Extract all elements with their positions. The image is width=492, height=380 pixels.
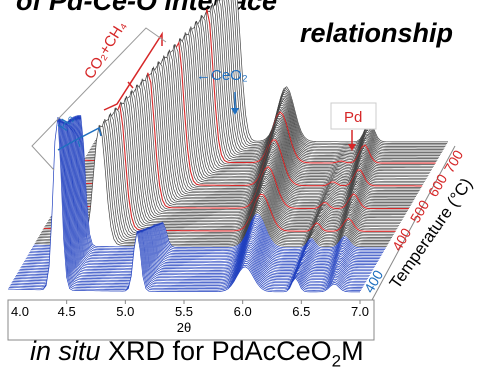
trace-fill xyxy=(46,97,399,233)
trace-line xyxy=(14,121,367,282)
trace-line xyxy=(15,122,368,279)
trace-line xyxy=(29,115,382,256)
trace-line xyxy=(7,116,360,293)
caption-suffix: M xyxy=(341,336,364,366)
co2-ch4-bracket xyxy=(103,31,163,111)
x-tick-label: 4.5 xyxy=(58,304,76,319)
trace-line xyxy=(16,123,369,278)
pd-arrowhead xyxy=(348,144,356,151)
trace-line xyxy=(33,115,386,249)
trace-line xyxy=(25,117,378,262)
trace-line xyxy=(9,118,362,290)
label-callout-box xyxy=(31,27,167,171)
peak-label-ceo2: ←CeO₂ xyxy=(196,67,248,84)
trace-fill xyxy=(22,119,375,274)
trace-fill xyxy=(25,117,378,268)
trace-line xyxy=(13,120,366,284)
x-tick-label: 5.5 xyxy=(175,304,193,319)
trace-line xyxy=(32,115,385,250)
headline: relationship xyxy=(300,18,454,48)
trace-line xyxy=(20,121,373,272)
trace-fill xyxy=(27,116,380,265)
trace-line xyxy=(24,117,377,264)
x-tick-group: 4.0 4.5 5.0 5.5 6.0 6.5 7.0 xyxy=(7,300,369,319)
ceo2-arrowhead xyxy=(231,108,239,115)
trace-line xyxy=(11,119,364,287)
trace-line xyxy=(34,124,387,247)
trace-line xyxy=(8,117,361,291)
trace-line xyxy=(31,115,384,253)
x-tick-label: 6.5 xyxy=(292,304,310,319)
x-axis-box xyxy=(7,299,375,341)
pd-label-box xyxy=(330,102,377,130)
x-tick-label: 5.0 xyxy=(116,304,134,319)
x-tick-label: 7.0 xyxy=(351,304,369,319)
trace-line xyxy=(23,118,376,265)
caption: in situ XRD for PdAcCeO2M xyxy=(30,336,364,371)
trace-line xyxy=(17,124,370,276)
trace-line xyxy=(26,116,379,261)
x-tick-label: 6.0 xyxy=(234,304,252,319)
x-tick-label: 4.0 xyxy=(11,304,29,319)
peak-label-pd: Pd xyxy=(344,109,362,126)
trace-fill xyxy=(26,116,379,267)
depth-axis-line xyxy=(371,145,456,301)
trace-line xyxy=(15,121,368,281)
caption-text: XRD for PdAcCeO xyxy=(100,336,332,366)
trace-line xyxy=(21,120,374,270)
trace-line xyxy=(19,121,372,273)
trace-fill xyxy=(24,117,377,270)
h2-bracket xyxy=(57,126,102,151)
trace-line xyxy=(22,119,375,269)
trace-line xyxy=(10,118,363,288)
trace-group xyxy=(7,0,448,298)
trace-line xyxy=(31,115,384,252)
trace-fill xyxy=(24,118,376,271)
trace-line xyxy=(23,118,376,267)
trace-fill xyxy=(23,119,376,273)
trace-line xyxy=(12,120,365,285)
trace-line xyxy=(18,122,371,275)
trace-line xyxy=(27,116,380,259)
peak-label-co2-ch4: CO₂+CH₄ xyxy=(81,18,130,82)
caption-subscript: 2 xyxy=(331,351,342,371)
trace-line xyxy=(28,115,381,258)
trace-fill xyxy=(34,125,387,253)
trace-line xyxy=(30,115,383,255)
caption-prefix: in situ xyxy=(30,336,101,366)
x-axis-label: 2θ xyxy=(177,320,191,335)
